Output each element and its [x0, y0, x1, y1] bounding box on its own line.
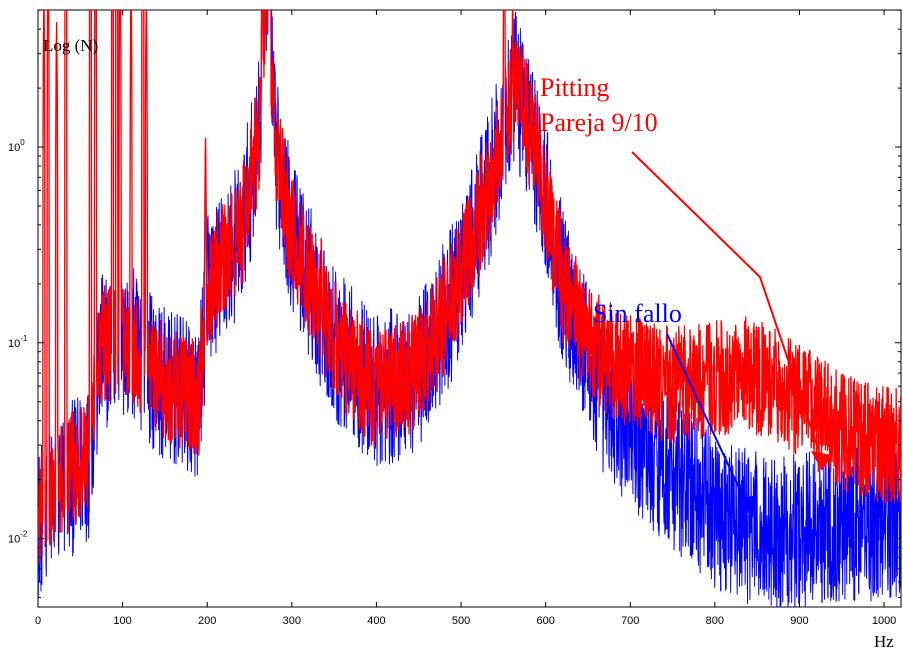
x-tick-label: 100: [113, 615, 131, 627]
x-tick-label: 200: [198, 615, 216, 627]
y-tick-label: 10-2: [8, 529, 28, 545]
y-tick-label: 100: [8, 138, 25, 154]
x-tick-label: 500: [452, 615, 470, 627]
pitting-label: Pitting Pareja 9/10: [540, 73, 658, 137]
x-tick-label: 300: [283, 615, 301, 627]
x-tick-label: 800: [706, 615, 724, 627]
x-tick-label: 400: [367, 615, 385, 627]
x-tick-label: 900: [790, 615, 808, 627]
y-axis: 10-210-1100101102: [8, 9, 901, 598]
x-axis: 0 100 200 300 400 500 600 700 800 900 1000: [35, 10, 896, 627]
x-tick-label: 700: [621, 615, 639, 627]
x-axis-label: Hz: [874, 632, 894, 651]
series-line-pitting: [38, 10, 901, 564]
pitting-arrow: [631, 151, 832, 471]
series-layer: [38, 10, 901, 607]
pitting-label-line-1: Pitting: [540, 73, 609, 102]
sin-fallo-label: Sin fallo: [593, 299, 682, 328]
x-tick-label: 600: [536, 615, 554, 627]
x-tick-label: 1000: [872, 615, 896, 627]
pitting-label-line-2: Pareja 9/10: [540, 108, 658, 137]
sin-fallo-arrow: [666, 333, 757, 518]
x-tick-label: 0: [35, 615, 41, 627]
y-tick-label: 10-1: [8, 334, 28, 350]
y-axis-label: Log (N): [43, 36, 98, 55]
